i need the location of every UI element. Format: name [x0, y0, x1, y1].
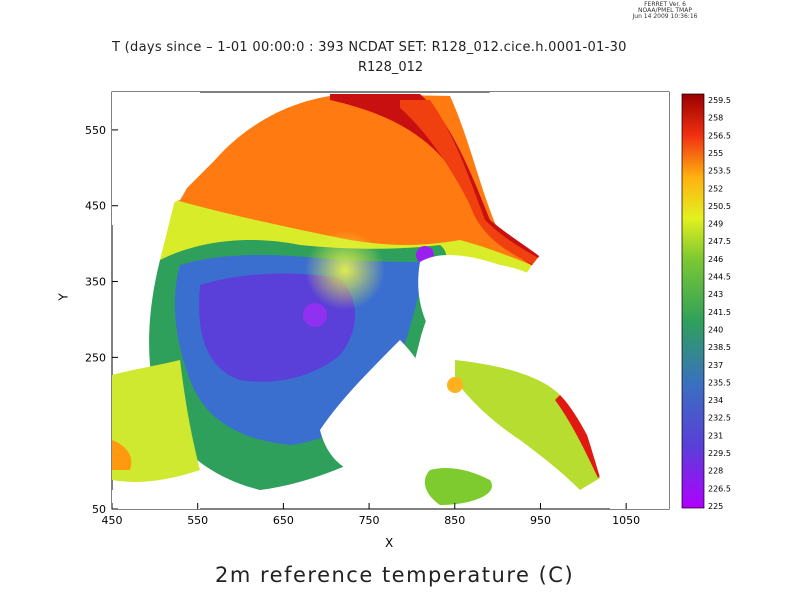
chart-title: 2m reference temperature (C)	[215, 563, 575, 587]
colorbar-label: 229.5	[708, 449, 731, 458]
y-tick-label: 350	[85, 276, 106, 289]
x-tick-label: 950	[530, 514, 551, 527]
colorbar-label: 237	[708, 361, 723, 370]
y-tick-label: 50	[92, 503, 106, 516]
southeast-belt	[455, 360, 605, 490]
x-tick-label: 450	[102, 514, 123, 527]
y-axis-label: Y	[56, 293, 71, 301]
colorbar-label: 234	[708, 396, 723, 405]
colorbar	[681, 93, 705, 509]
x-tick-label: 550	[187, 514, 208, 527]
colorbar-label: 255	[708, 149, 723, 158]
colorbar-label: 244.5	[708, 273, 731, 282]
pole-convergence	[305, 230, 385, 310]
x-tick-label: 1050	[612, 514, 640, 527]
west-coast-warm	[112, 440, 132, 470]
colorbar-label: 235.5	[708, 378, 731, 387]
colorbar-label: 241.5	[708, 308, 731, 317]
colorbar-label: 225	[708, 502, 723, 511]
colorbar-label: 256.5	[708, 131, 731, 140]
x-tick-label: 750	[359, 514, 380, 527]
colorbar-label: 259.5	[708, 96, 731, 105]
northwest-land	[112, 92, 202, 225]
colorbar-label: 249	[708, 220, 723, 229]
south-lake	[424, 468, 492, 505]
colorbar-label: 247.5	[708, 237, 731, 246]
colorbar-label: 228	[708, 467, 723, 476]
colorbar-label: 240	[708, 325, 723, 334]
archipelago-land	[320, 340, 441, 480]
x-axis: 450 550 650 750 850 950 1050	[102, 503, 640, 527]
east-land	[475, 92, 669, 509]
colorbar-label: 238.5	[708, 343, 731, 352]
colorbar-label: 253.5	[708, 167, 731, 176]
warm-spot-bay	[447, 377, 463, 393]
colorbar-label: 243	[708, 290, 723, 299]
coldest-core	[199, 273, 355, 382]
colorbar-label: 226.5	[708, 484, 731, 493]
hot-coast-inner	[400, 100, 545, 268]
dataset-header: T (days since – 1-01 00:00:0 : 393 NCDAT…	[112, 40, 627, 55]
ferret-line: FERRET Ver. 6	[644, 1, 686, 8]
west-coast-belt	[112, 360, 200, 482]
dataset-subheader: R128_012	[358, 60, 424, 75]
southeast-coast-hot	[555, 395, 605, 478]
y-tick-label: 450	[85, 200, 106, 213]
x-tick-label: 850	[444, 514, 465, 527]
ferret-line: Jun 14 2009 10:36:16	[632, 13, 698, 20]
colorbar-label: 250.5	[708, 202, 731, 211]
ferret-stamp: FERRET Ver. 6 NOAA/PMEL TMAP Jun 14 2009…	[630, 2, 700, 20]
temperature-field	[112, 92, 669, 509]
colorbar-labels: 259.5 258 256.5 255 253.5 252 250.5 249 247.5 246…	[708, 96, 731, 511]
colorbar-label: 252	[708, 184, 723, 193]
colorbar-label: 231	[708, 431, 723, 440]
colorbar-label: 232.5	[708, 414, 731, 423]
ferret-line: NOAA/PMEL TMAP	[638, 7, 692, 14]
coldest-spot	[303, 303, 327, 327]
x-tick-label: 650	[273, 514, 294, 527]
colorbar-label: 246	[708, 255, 723, 264]
y-tick-label: 550	[85, 124, 106, 137]
colorbar-label: 258	[708, 114, 723, 123]
y-axis: 50 250 350 450 550	[85, 124, 118, 516]
y-tick-label: 250	[85, 351, 106, 364]
south-land	[112, 490, 200, 509]
x-axis-label: X	[385, 536, 394, 550]
warm-region	[175, 94, 610, 350]
